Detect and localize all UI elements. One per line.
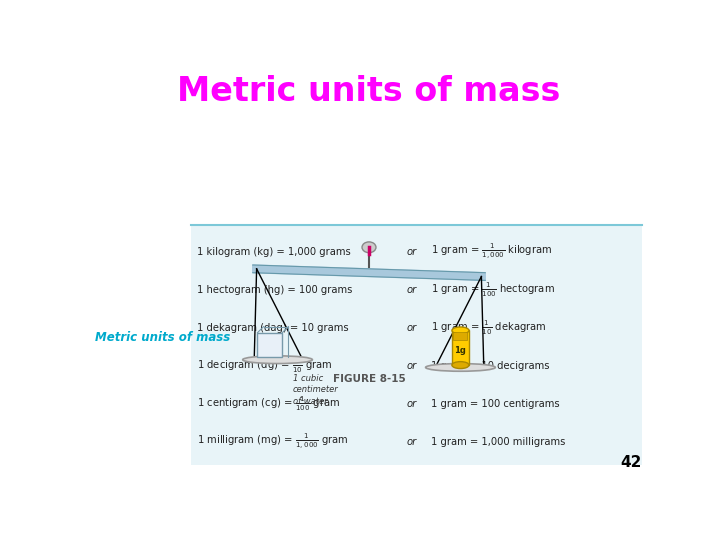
Bar — [258, 333, 282, 357]
Bar — [454, 332, 467, 340]
Text: 1 milligram (mg) = $\frac{1}{1,000}$ gram: 1 milligram (mg) = $\frac{1}{1,000}$ gra… — [197, 432, 348, 451]
Bar — [452, 330, 469, 365]
Ellipse shape — [452, 327, 469, 334]
Text: FIGURE 8-15: FIGURE 8-15 — [333, 374, 405, 384]
Ellipse shape — [426, 363, 495, 372]
Text: 1 gram = $\frac{1}{10}$ dekagram: 1 gram = $\frac{1}{10}$ dekagram — [431, 319, 546, 337]
Text: or: or — [407, 322, 417, 333]
Text: 1 hectogram (hg) = 100 grams: 1 hectogram (hg) = 100 grams — [197, 285, 352, 295]
Text: 1 kilogram (kg) = 1,000 grams: 1 kilogram (kg) = 1,000 grams — [197, 247, 351, 256]
Text: 1 gram = 10 decigrams: 1 gram = 10 decigrams — [431, 361, 549, 370]
Text: 1 gram = $\frac{1}{1,000}$ kilogram: 1 gram = $\frac{1}{1,000}$ kilogram — [431, 242, 552, 261]
Text: 1 decigram (dg) = $\frac{1}{10}$ gram: 1 decigram (dg) = $\frac{1}{10}$ gram — [197, 356, 333, 375]
Text: 1 gram = $\frac{1}{100}$ hectogram: 1 gram = $\frac{1}{100}$ hectogram — [431, 280, 555, 299]
Text: 1 dekagram (dag) = 10 grams: 1 dekagram (dag) = 10 grams — [197, 322, 348, 333]
Ellipse shape — [452, 362, 469, 369]
Ellipse shape — [243, 356, 312, 363]
Ellipse shape — [362, 242, 376, 253]
Text: 1 centigram (cg) = $\frac{1}{100}$ gram: 1 centigram (cg) = $\frac{1}{100}$ gram — [197, 394, 341, 413]
Text: 1 gram = 1,000 milligrams: 1 gram = 1,000 milligrams — [431, 436, 565, 447]
Text: or: or — [407, 436, 417, 447]
Text: 1 gram = 100 centigrams: 1 gram = 100 centigrams — [431, 399, 559, 409]
Text: or: or — [407, 285, 417, 295]
Text: or: or — [407, 399, 417, 409]
Bar — [191, 225, 642, 465]
Text: Metric units of mass: Metric units of mass — [177, 75, 561, 108]
Polygon shape — [253, 265, 485, 280]
Text: 1 cubic
centimeter
of water: 1 cubic centimeter of water — [293, 374, 339, 406]
Text: or: or — [407, 361, 417, 370]
Text: or: or — [407, 247, 417, 256]
Text: Metric units of mass: Metric units of mass — [94, 331, 230, 344]
Text: 42: 42 — [621, 455, 642, 470]
Text: 1g: 1g — [454, 346, 467, 355]
